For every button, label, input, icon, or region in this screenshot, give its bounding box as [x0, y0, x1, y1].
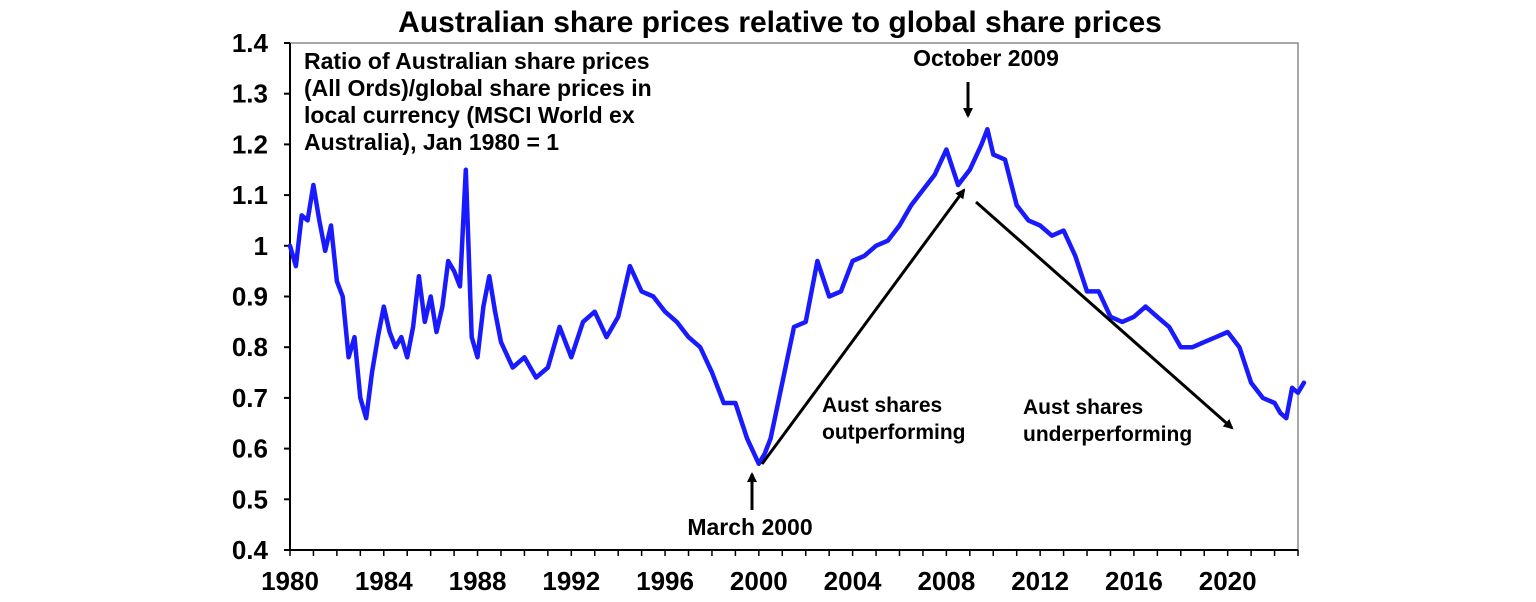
x-tick-label: 1984: [355, 566, 413, 596]
x-tick-label: 2012: [1011, 566, 1069, 596]
underperform-label-line-2: underperforming: [1023, 423, 1192, 446]
series-line: [290, 129, 1304, 464]
x-tick-label: 2020: [1199, 566, 1257, 596]
underperform-trend-arrow: [976, 202, 1232, 428]
underperform-label-line-1: Aust shares: [1023, 396, 1143, 419]
y-tick-label: 0.9: [232, 282, 268, 312]
y-tick-label: 1.4: [232, 28, 269, 58]
series-layer: [290, 129, 1304, 464]
annotations: October 2009 March 2000 Aust shares outp…: [687, 45, 1232, 540]
y-tick-label: 0.5: [232, 484, 268, 514]
note-line-4: Australia), Jan 1980 = 1: [304, 129, 559, 155]
y-tick-label: 1.2: [232, 129, 268, 159]
note-line-3: local currency (MSCI World ex: [304, 102, 635, 128]
x-tick-label: 1980: [261, 566, 319, 596]
x-tick-label: 1988: [449, 566, 507, 596]
trough-label: March 2000: [687, 514, 812, 540]
outperform-label-line-2: outperforming: [822, 421, 965, 444]
y-tick-label: 0.8: [232, 332, 268, 362]
note-block: Ratio of Australian share prices (All Or…: [304, 48, 652, 155]
x-tick-label: 2008: [917, 566, 975, 596]
y-tick-label: 0.4: [232, 535, 269, 565]
peak-label: October 2009: [913, 45, 1059, 71]
x-tick-label: 1992: [542, 566, 600, 596]
x-tick-label: 2016: [1105, 566, 1163, 596]
chart-title: Australian share prices relative to glob…: [398, 6, 1162, 39]
outperform-label-line-1: Aust shares: [822, 394, 942, 417]
y-tick-label: 1.1: [232, 180, 268, 210]
x-tick-label: 2000: [730, 566, 788, 596]
y-tick-label: 1: [254, 231, 268, 261]
y-tick-label: 1.3: [232, 79, 268, 109]
y-tick-label: 0.6: [232, 434, 268, 464]
x-tick-label: 2004: [824, 566, 882, 596]
x-tick-label: 1996: [636, 566, 694, 596]
note-line-1: Ratio of Australian share prices: [304, 48, 650, 74]
note-line-2: (All Ords)/global share prices in: [304, 75, 652, 101]
y-tick-label: 0.7: [232, 383, 268, 413]
